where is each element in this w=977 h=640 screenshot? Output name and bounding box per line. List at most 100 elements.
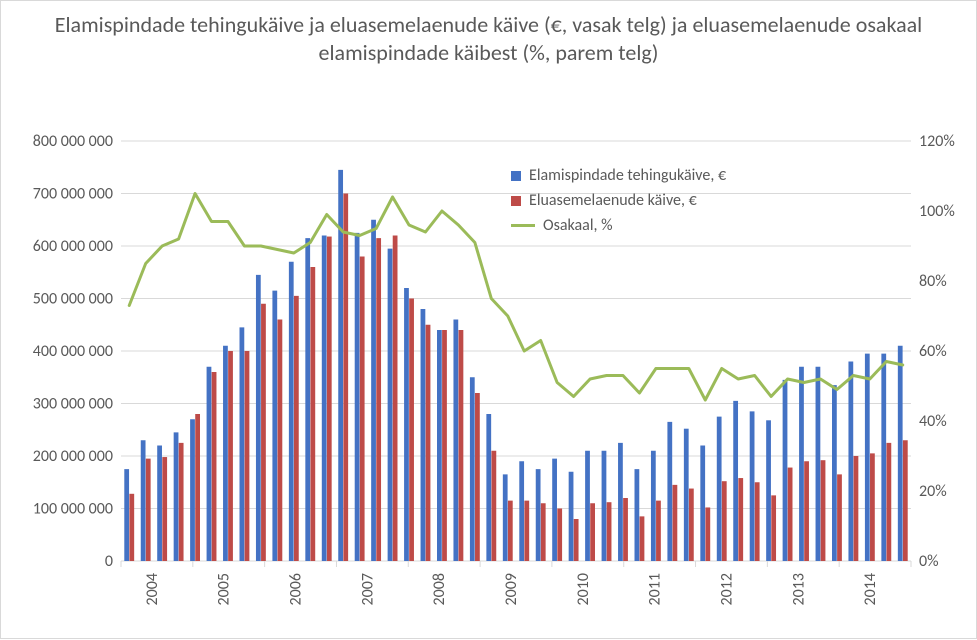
bar-laenukaive <box>705 507 710 561</box>
bar-tehingukaive <box>585 451 590 561</box>
x-year-label: 2012 <box>717 573 736 605</box>
y-right-tick-label: 80% <box>919 272 947 291</box>
bar-tehingukaive <box>256 275 261 561</box>
bar-tehingukaive <box>223 346 228 561</box>
x-year-label: 2006 <box>287 573 306 605</box>
x-year-label: 2011 <box>646 573 665 605</box>
bar-tehingukaive <box>865 354 870 561</box>
y-right-tick-label: 60% <box>919 342 947 361</box>
legend-label: Osakaal, % <box>543 216 613 235</box>
bar-tehingukaive <box>305 238 310 561</box>
bar-tehingukaive <box>799 367 804 561</box>
bar-tehingukaive <box>437 330 442 561</box>
bar-tehingukaive <box>898 346 903 561</box>
y-left-tick-label: 200 000 000 <box>33 447 113 466</box>
bar-tehingukaive <box>832 385 837 561</box>
bar-laenukaive <box>475 393 480 561</box>
bar-tehingukaive <box>174 432 179 561</box>
legend-bar-swatch <box>511 171 521 181</box>
legend-item: Osakaal, % <box>511 216 726 235</box>
bar-laenukaive <box>854 456 859 561</box>
y-right-tick-label: 100% <box>919 202 955 221</box>
bar-tehingukaive <box>602 451 607 561</box>
bar-laenukaive <box>310 267 315 561</box>
legend-label: Elamispindade tehingukäive, € <box>529 166 726 185</box>
y-right-tick-label: 20% <box>919 482 947 501</box>
bar-laenukaive <box>459 330 464 561</box>
x-year-label: 2009 <box>502 573 521 605</box>
bar-tehingukaive <box>388 249 393 561</box>
bar-tehingukaive <box>190 419 195 561</box>
bar-tehingukaive <box>453 320 458 562</box>
bar-laenukaive <box>689 489 694 561</box>
bar-laenukaive <box>327 237 332 561</box>
bar-tehingukaive <box>700 446 705 562</box>
bar-laenukaive <box>574 519 579 561</box>
bar-laenukaive <box>541 503 546 561</box>
y-left-tick-label: 0 <box>105 552 113 571</box>
bar-laenukaive <box>294 296 299 561</box>
bar-laenukaive <box>656 501 661 561</box>
bar-tehingukaive <box>486 414 491 561</box>
bar-laenukaive <box>821 460 826 561</box>
y-left-tick-label: 700 000 000 <box>33 185 113 204</box>
bar-tehingukaive <box>207 367 212 561</box>
bar-tehingukaive <box>240 327 245 561</box>
bar-tehingukaive <box>552 459 557 561</box>
y-right-tick-label: 0% <box>919 552 939 571</box>
bar-laenukaive <box>870 453 875 561</box>
chart-container: Elamispindade tehingukäive ja eluasemela… <box>0 0 977 639</box>
bar-laenukaive <box>607 502 612 561</box>
bar-laenukaive <box>376 238 381 561</box>
bar-tehingukaive <box>783 380 788 561</box>
bar-laenukaive <box>228 351 233 561</box>
bar-tehingukaive <box>733 401 738 561</box>
bar-tehingukaive <box>848 362 853 562</box>
bar-tehingukaive <box>618 443 623 561</box>
bar-tehingukaive <box>371 220 376 561</box>
legend-item: Elamispindade tehingukäive, € <box>511 166 726 185</box>
bar-laenukaive <box>426 325 431 561</box>
bar-tehingukaive <box>289 262 294 561</box>
bar-tehingukaive <box>717 417 722 561</box>
bar-tehingukaive <box>141 440 146 561</box>
bar-laenukaive <box>673 485 678 561</box>
bar-laenukaive <box>212 372 217 561</box>
bar-laenukaive <box>903 440 908 561</box>
bar-laenukaive <box>393 236 398 562</box>
bar-laenukaive <box>360 257 365 562</box>
bar-tehingukaive <box>684 429 689 561</box>
bar-tehingukaive <box>421 309 426 561</box>
y-left-tick-label: 400 000 000 <box>33 342 113 361</box>
bar-laenukaive <box>195 414 200 561</box>
x-year-label: 2007 <box>358 573 377 605</box>
bar-tehingukaive <box>536 469 541 561</box>
chart-legend: Elamispindade tehingukäive, € Eluasemelae… <box>511 166 726 241</box>
bar-tehingukaive <box>569 472 574 561</box>
bar-laenukaive <box>771 495 776 561</box>
bar-tehingukaive <box>157 446 162 562</box>
bar-laenukaive <box>557 509 562 562</box>
bar-laenukaive <box>245 351 250 561</box>
bar-laenukaive <box>261 304 266 561</box>
legend-bar-swatch <box>511 196 521 206</box>
bar-laenukaive <box>804 461 809 561</box>
bar-laenukaive <box>146 459 151 561</box>
bar-tehingukaive <box>503 474 508 561</box>
y-left-tick-label: 500 000 000 <box>33 290 113 309</box>
bar-tehingukaive <box>667 422 672 561</box>
bar-laenukaive <box>755 482 760 561</box>
bar-tehingukaive <box>519 461 524 561</box>
bar-laenukaive <box>508 501 513 561</box>
bar-laenukaive <box>179 443 184 561</box>
bar-laenukaive <box>278 320 283 562</box>
bar-tehingukaive <box>816 367 821 561</box>
bar-tehingukaive <box>124 469 129 561</box>
legend-item: Eluasemelaenude käive, € <box>511 191 726 210</box>
y-left-tick-label: 800 000 000 <box>33 132 113 151</box>
bar-tehingukaive <box>651 451 656 561</box>
bar-laenukaive <box>590 503 595 561</box>
bar-laenukaive <box>343 194 348 562</box>
bar-laenukaive <box>442 330 447 561</box>
bar-laenukaive <box>524 501 529 561</box>
